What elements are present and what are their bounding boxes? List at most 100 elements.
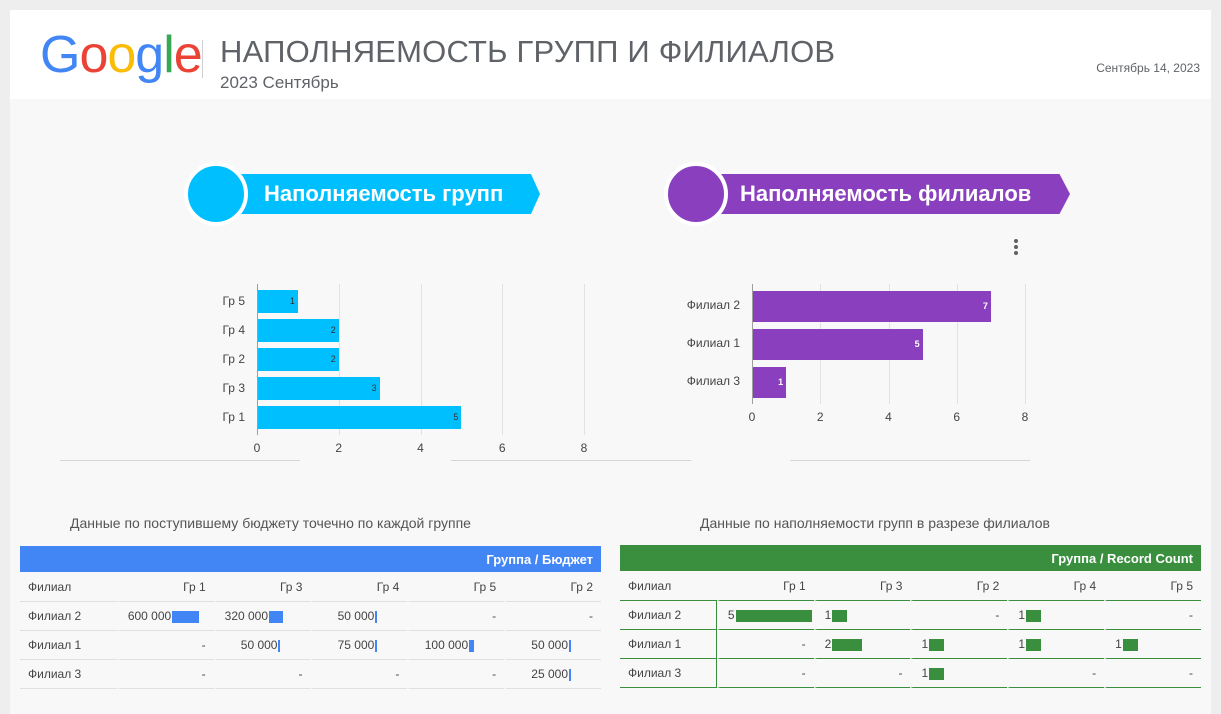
x-tick-label: 2 [335,441,343,455]
cell-value: 1 [1115,637,1122,651]
banner-groups-circle [184,162,248,226]
more-vert-icon[interactable] [1014,239,1018,255]
cell-value: 100 000 [424,638,469,652]
chart-bar[interactable]: 3 [258,377,380,400]
column-header[interactable]: Гр 3 [213,572,311,602]
table-cell: 1 [910,659,1008,688]
table-cell: - [1104,601,1201,630]
chart-bar[interactable]: 2 [258,319,339,342]
cell-databar [1122,638,1138,651]
logo-letter: e [173,26,203,84]
bar-value-label: 2 [330,325,336,335]
divider-2 [451,460,691,461]
column-header[interactable]: Гр 4 [1007,571,1105,601]
count-table-caption: Данные по наполняемости групп в разрезе … [700,515,1050,531]
cell-databar [832,609,848,622]
column-header[interactable]: Гр 4 [310,572,408,602]
column-header[interactable]: Гр 5 [1104,571,1201,601]
cell-value: 50 000 [531,638,568,652]
cell-value: 320 000 [224,609,269,623]
row-dimension-header[interactable]: Филиал [620,571,717,601]
x-tick-label: 8 [1021,410,1029,424]
report-page: Google НАПОЛНЯЕМОСТЬ ГРУПП И ФИЛИАЛОВ 20… [10,10,1211,714]
x-tick-label: 0 [748,410,756,424]
cell-value: - [801,666,806,680]
cell-databar [1026,609,1041,622]
table-cell: 1 [813,601,911,630]
column-header[interactable]: Гр 5 [407,572,505,602]
table-cell: - [1104,659,1201,688]
cell-databar [469,639,475,652]
y-category-label: Филиал 1 [686,336,740,350]
report-header: Google НАПОЛНЯЕМОСТЬ ГРУПП И ФИЛИАЛОВ 20… [10,10,1211,99]
logo-letter: o [107,26,136,84]
logo-letter: G [40,26,80,84]
table-cell: - [504,602,601,631]
cell-value: - [201,667,206,681]
pivot-column-dimension-header[interactable]: Группа / Record Count [620,545,1201,571]
x-tick-label: 8 [580,441,588,455]
chart-bar[interactable]: 5 [258,406,462,429]
cell-value: - [801,637,806,651]
pivot-column-dimension-header[interactable]: Группа / Бюджет [20,546,601,572]
cell-value: - [492,667,497,681]
chart-bar[interactable]: 2 [258,348,339,371]
table-row: Филиал 1 - 50 000 75 000 100 000 50 000 [20,631,601,660]
x-tick-label: 6 [498,441,506,455]
table-cell: - [716,630,814,659]
table-cell: - [310,660,408,689]
report-date: Сентябрь 14, 2023 [1096,61,1200,75]
x-tick-label: 2 [816,410,824,424]
table-row: Филиал 2 5 1 - 1 - [620,601,1201,630]
table-cell: 75 000 [310,631,408,660]
row-dimension-header[interactable]: Филиал [20,572,117,602]
table-cell: - [716,659,814,688]
column-header[interactable]: Гр 3 [813,571,911,601]
table-cell: - [116,660,214,689]
y-category-label: Гр 3 [222,380,245,395]
chart-bar[interactable]: 7 [753,290,991,322]
chart-bar[interactable]: 5 [753,328,923,360]
cell-value: 1 [824,608,832,622]
column-header[interactable]: Гр 1 [116,572,214,602]
budget-pivot-table: Группа / Бюджет Филиал Гр 1 Гр 3 Гр 4 Гр 5 Гр … [20,546,601,689]
chart-gridline [584,284,585,435]
chart-bar[interactable]: 1 [258,290,298,313]
cell-databar [375,639,378,652]
bar-value-label: 7 [982,300,988,311]
column-header[interactable]: Гр 1 [716,571,814,601]
table-cell: 25 000 [504,660,601,689]
banner-groups-label: Наполняемость групп [264,181,504,206]
table-row: Филиал 1 - 2 1 1 1 [620,630,1201,659]
x-tick-label: 4 [417,441,424,455]
column-header[interactable]: Гр 2 [910,571,1008,601]
cell-value: 600 000 [127,609,172,623]
table-cell: - [910,601,1008,630]
table-cell: 100 000 [407,631,505,660]
table-cell: 5 [716,601,814,630]
cell-databar [1026,638,1041,651]
x-tick-label: 0 [253,441,261,455]
cell-value: 1 [1018,608,1025,622]
banner-groups: Наполняемость групп [184,162,540,226]
groups-bar-chart: 0 2 4 6 8 Гр 5 1 Гр 4 2 Гр 2 2 Гр 3 3 Гр 1 5 [200,280,600,460]
table-cell: 2 [813,630,911,659]
bar-value-label: 5 [914,338,920,349]
banner-branches-circle [664,162,728,226]
x-tick-label: 6 [953,410,961,424]
cell-value: - [395,667,400,681]
column-header[interactable]: Гр 2 [504,572,601,602]
banner-branches: Наполняемость филиалов [664,162,1070,226]
row-label: Филиал 2 [620,601,717,630]
divider-3 [790,460,1030,461]
chart-gridline [1025,284,1026,404]
chart-bar[interactable]: 1 [753,366,787,398]
divider-1 [60,460,300,461]
logo-letter: g [135,26,164,84]
table-cell: - [813,659,911,688]
table-cell: - [213,660,311,689]
row-label: Филиал 2 [20,602,117,631]
cell-databar [269,610,284,623]
row-label: Филиал 3 [620,659,717,688]
